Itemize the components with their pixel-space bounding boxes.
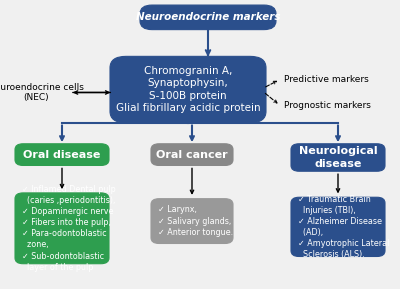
FancyBboxPatch shape [291,197,385,257]
Text: Oral disease: Oral disease [23,150,101,160]
FancyBboxPatch shape [15,144,109,165]
Text: Oral cancer: Oral cancer [156,150,228,160]
FancyBboxPatch shape [151,199,233,243]
FancyBboxPatch shape [151,144,233,165]
Text: Neuroendocrine markers: Neuroendocrine markers [136,12,280,22]
Text: ✓ Larynx,
✓ Salivary glands,
✓ Anterior tongue.: ✓ Larynx, ✓ Salivary glands, ✓ Anterior … [158,205,233,237]
FancyBboxPatch shape [291,144,385,171]
Text: Predictive markers: Predictive markers [284,75,369,84]
Text: ✓ Inflamed Dental pulp
  (caries ,periodontitis),
✓ Dopaminergic nerve
✓ Fibers : ✓ Inflamed Dental pulp (caries ,periodon… [22,185,116,272]
FancyBboxPatch shape [140,5,276,30]
FancyBboxPatch shape [110,56,266,123]
FancyBboxPatch shape [15,193,109,264]
Text: Chromogranin A,
Synaptophysin,
S-100B protein
Glial fibrillary acidic protein: Chromogranin A, Synaptophysin, S-100B pr… [116,66,260,113]
Text: Neuroendocrine cells
(NEC): Neuroendocrine cells (NEC) [0,83,84,102]
Text: ✓ Traumatic Brain
  Injuries (TBI),
✓ Alzheimer Disease
  (AD),
✓ Amyotrophic La: ✓ Traumatic Brain Injuries (TBI), ✓ Alzh… [298,194,389,259]
Text: Neurological
disease: Neurological disease [299,146,377,169]
Text: Prognostic markers: Prognostic markers [284,101,371,110]
